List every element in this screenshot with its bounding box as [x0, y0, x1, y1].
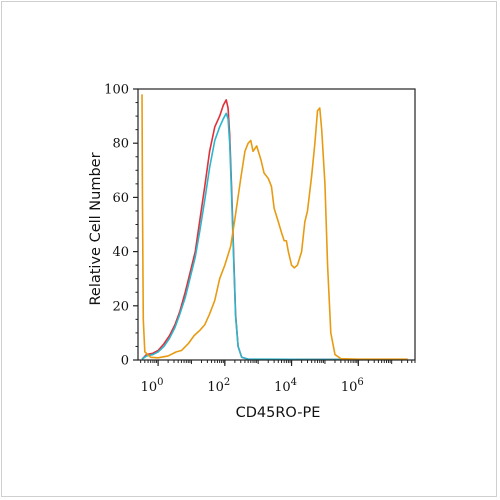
plot-frame: [137, 88, 416, 361]
y-tick-label: 80: [112, 137, 129, 152]
series-line-1: [141, 99, 408, 360]
y-tick-label: 20: [112, 299, 129, 314]
series-line-3: [141, 94, 408, 360]
y-tick-label: 0: [121, 354, 129, 369]
x-tick-label: 102: [207, 377, 230, 395]
x-tick-label: 106: [341, 377, 364, 395]
x-axis-label: CD45RO-PE: [236, 405, 321, 421]
series-line-2: [141, 112, 408, 360]
series-layer: [141, 94, 408, 360]
y-axis-label: Relative Cell Number: [88, 152, 104, 305]
y-tick-label: 100: [104, 83, 129, 98]
y-tick-label: 60: [112, 191, 129, 206]
axes-layer: 0 20 40 60 80 100 100 102 104 106: [104, 83, 416, 395]
x-tick-label: 100: [141, 377, 164, 395]
histogram-chart: 0 20 40 60 80 100 100 102 104 106 Relative Cell N…: [88, 83, 416, 421]
x-tick-label: 104: [274, 377, 297, 395]
y-tick-label: 40: [112, 245, 129, 260]
